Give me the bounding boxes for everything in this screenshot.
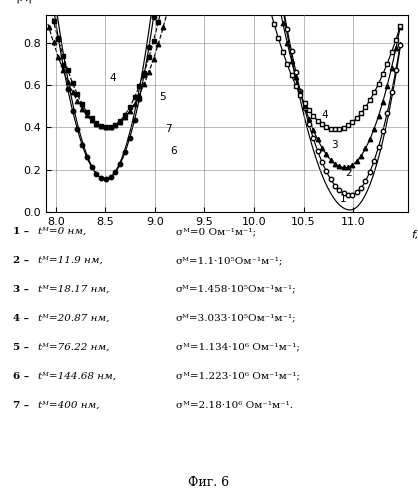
Text: 4: 4 (321, 110, 328, 120)
Text: 2: 2 (345, 168, 352, 178)
Text: 4: 4 (110, 73, 116, 83)
Text: σᴹ=1.458·10⁵Ом⁻¹м⁻¹;: σᴹ=1.458·10⁵Ом⁻¹м⁻¹; (176, 285, 296, 294)
Text: 7: 7 (165, 124, 171, 134)
Text: $|R|^2$: $|R|^2$ (15, 0, 39, 7)
Text: σᴹ=1.134·10⁶ Ом⁻¹м⁻¹;: σᴹ=1.134·10⁶ Ом⁻¹м⁻¹; (176, 343, 299, 352)
Text: 5: 5 (159, 92, 166, 102)
Text: 3 –: 3 – (13, 285, 28, 294)
Text: Фиг. 6: Фиг. 6 (189, 476, 229, 489)
Text: 6: 6 (170, 146, 176, 156)
Text: tᴹ=0 нм,: tᴹ=0 нм, (38, 227, 86, 236)
Text: 3: 3 (331, 140, 338, 150)
Text: tᴹ=18.17 нм,: tᴹ=18.17 нм, (38, 285, 109, 294)
Text: tᴹ=144.68 нм,: tᴹ=144.68 нм, (38, 372, 116, 381)
Text: σᴹ=3.033·10⁵Ом⁻¹м⁻¹;: σᴹ=3.033·10⁵Ом⁻¹м⁻¹; (176, 314, 296, 323)
Text: tᴹ=400 нм,: tᴹ=400 нм, (38, 401, 99, 410)
Text: tᴹ=20.87 нм,: tᴹ=20.87 нм, (38, 314, 109, 323)
Text: 7 –: 7 – (13, 401, 28, 410)
Text: $f$, ГГц: $f$, ГГц (411, 228, 418, 241)
Text: tᴹ=76.22 нм,: tᴹ=76.22 нм, (38, 343, 109, 352)
Text: σᴹ=1.1·10⁵Ом⁻¹м⁻¹;: σᴹ=1.1·10⁵Ом⁻¹м⁻¹; (176, 256, 283, 265)
Text: 5 –: 5 – (13, 343, 28, 352)
Text: 1 –: 1 – (13, 227, 28, 236)
Text: σᴹ=1.223·10⁶ Ом⁻¹м⁻¹;: σᴹ=1.223·10⁶ Ом⁻¹м⁻¹; (176, 372, 299, 381)
Text: 1: 1 (340, 194, 347, 204)
Text: 2 –: 2 – (13, 256, 28, 265)
Text: 6 –: 6 – (13, 372, 28, 381)
Text: tᴹ=11.9 нм,: tᴹ=11.9 нм, (38, 256, 102, 265)
Text: 4 –: 4 – (13, 314, 28, 323)
Text: σᴹ=0 Ом⁻¹м⁻¹;: σᴹ=0 Ом⁻¹м⁻¹; (176, 227, 256, 236)
Text: σᴹ=2.18·10⁶ Ом⁻¹м⁻¹.: σᴹ=2.18·10⁶ Ом⁻¹м⁻¹. (176, 401, 293, 410)
